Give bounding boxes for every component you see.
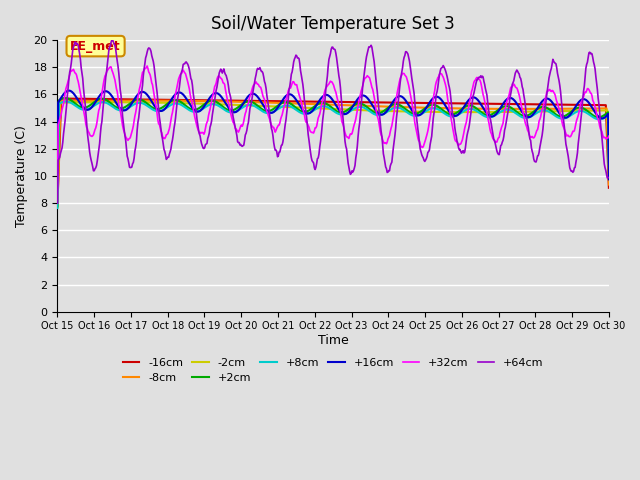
-16cm	[121, 96, 129, 102]
+16cm	[177, 90, 185, 96]
-2cm	[54, 204, 61, 210]
-2cm	[63, 100, 71, 106]
+8cm	[401, 108, 409, 114]
-2cm	[177, 100, 185, 106]
+2cm	[206, 98, 214, 104]
+8cm	[54, 205, 61, 211]
+16cm	[65, 88, 73, 94]
Title: Soil/Water Temperature Set 3: Soil/Water Temperature Set 3	[211, 15, 455, 33]
+2cm	[605, 159, 612, 165]
+8cm	[417, 111, 425, 117]
+64cm	[401, 52, 409, 58]
-8cm	[206, 98, 214, 104]
+32cm	[177, 71, 185, 77]
Line: +8cm: +8cm	[58, 101, 609, 208]
-8cm	[417, 105, 425, 110]
-16cm	[58, 96, 65, 101]
+16cm	[54, 169, 61, 175]
+32cm	[417, 144, 425, 150]
-16cm	[417, 100, 425, 106]
+2cm	[64, 96, 72, 101]
+32cm	[401, 72, 409, 78]
-16cm	[64, 96, 72, 101]
+32cm	[605, 133, 612, 139]
+16cm	[206, 95, 214, 100]
+2cm	[401, 106, 409, 111]
+8cm	[206, 102, 214, 108]
+2cm	[61, 95, 69, 101]
+32cm	[54, 200, 61, 206]
+16cm	[605, 177, 612, 182]
+2cm	[177, 99, 185, 105]
-16cm	[401, 100, 409, 106]
+64cm	[108, 37, 116, 43]
Line: +2cm: +2cm	[58, 98, 609, 206]
Legend: -16cm, -8cm, -2cm, +2cm, +8cm, +16cm, +32cm, +64cm: -16cm, -8cm, -2cm, +2cm, +8cm, +16cm, +3…	[118, 353, 548, 387]
+16cm	[417, 111, 425, 117]
+64cm	[121, 132, 129, 138]
Y-axis label: Temperature (C): Temperature (C)	[15, 125, 28, 227]
-8cm	[605, 182, 612, 188]
Line: +32cm: +32cm	[58, 66, 609, 203]
+64cm	[54, 200, 61, 206]
Line: -16cm: -16cm	[58, 98, 609, 205]
+64cm	[206, 124, 214, 130]
+16cm	[401, 96, 409, 102]
+8cm	[62, 98, 70, 104]
+8cm	[605, 162, 612, 168]
+8cm	[121, 107, 129, 113]
Line: -8cm: -8cm	[58, 101, 609, 206]
+2cm	[121, 104, 129, 110]
-2cm	[121, 99, 129, 105]
-2cm	[605, 175, 612, 180]
-2cm	[401, 108, 409, 114]
+64cm	[63, 92, 71, 98]
-8cm	[401, 104, 409, 110]
-8cm	[140, 98, 148, 104]
Line: +16cm: +16cm	[58, 91, 609, 180]
-8cm	[54, 204, 61, 209]
+8cm	[64, 99, 72, 105]
X-axis label: Time: Time	[318, 334, 349, 347]
Line: +64cm: +64cm	[58, 40, 609, 203]
+2cm	[54, 204, 61, 209]
+8cm	[177, 102, 185, 108]
-8cm	[63, 98, 71, 104]
-8cm	[177, 98, 185, 104]
+64cm	[177, 71, 185, 77]
-16cm	[605, 185, 612, 191]
+2cm	[417, 108, 425, 114]
+64cm	[605, 175, 612, 180]
+64cm	[417, 149, 425, 155]
-2cm	[417, 109, 425, 115]
Text: EE_met: EE_met	[70, 40, 121, 53]
+16cm	[121, 108, 129, 113]
-8cm	[120, 98, 128, 104]
-16cm	[54, 202, 61, 208]
+32cm	[143, 63, 151, 69]
+16cm	[63, 88, 71, 94]
-2cm	[206, 101, 214, 107]
-16cm	[177, 97, 185, 103]
+32cm	[63, 81, 71, 87]
+32cm	[206, 107, 214, 112]
+32cm	[120, 129, 128, 134]
-16cm	[206, 97, 214, 103]
Line: -2cm: -2cm	[58, 102, 609, 207]
-2cm	[106, 99, 114, 105]
